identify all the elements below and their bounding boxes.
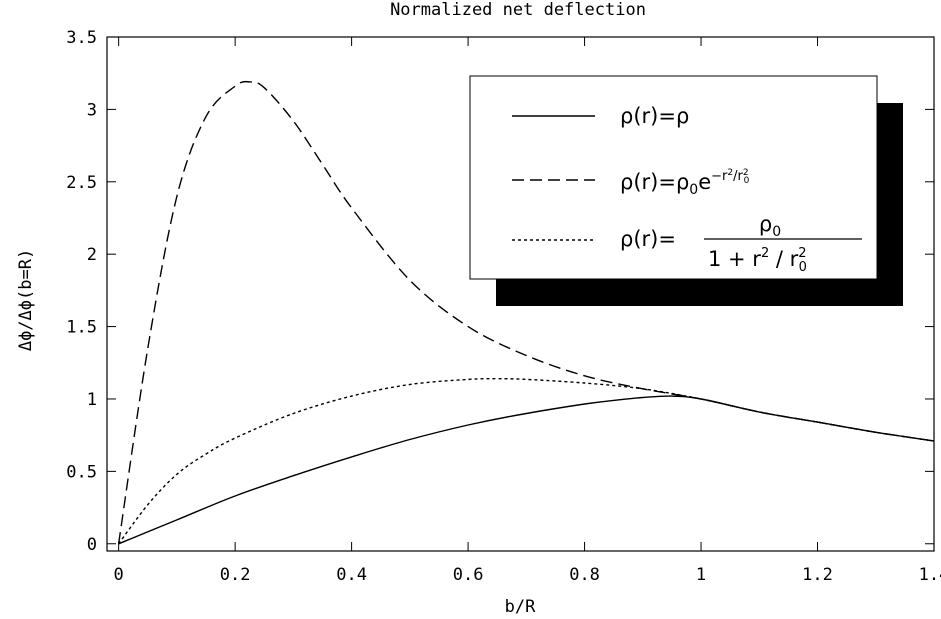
legend-label-gaussian: ρ(r)=ρ0e−r2/r2 0 — [620, 168, 750, 198]
series-line-solid — [118, 395, 935, 545]
legend-label-lorentzian-denominator: 1 + r2 / r2 0 — [708, 246, 807, 275]
x-tick-label: 1.2 — [802, 565, 833, 585]
y-tick-label: 2.5 — [66, 173, 97, 193]
legend-label-lorentzian-numerator: ρ0 — [759, 212, 781, 240]
y-tick-label: 1.5 — [66, 318, 97, 338]
x-tick-label: 1.4 — [919, 565, 941, 585]
y-tick-label: 3 — [87, 100, 97, 120]
legend-label-uniform: ρ(r)=ρ — [620, 104, 689, 128]
x-tick-label: 0.6 — [453, 565, 484, 585]
y-axis-label: Δϕ/Δϕ(b=R) — [16, 249, 36, 351]
y-tick-label: 1 — [87, 390, 97, 410]
y-tick-label: 0 — [87, 535, 97, 555]
x-tick-label: 0.8 — [569, 565, 600, 585]
x-tick-label: 0.2 — [220, 565, 251, 585]
x-tick-label: 1 — [696, 565, 706, 585]
x-axis-label: b/R — [505, 597, 536, 617]
y-tick-label: 2 — [87, 245, 97, 265]
series-lines — [117, 80, 935, 545]
y-tick-label: 0.5 — [66, 462, 97, 482]
chart-title: Normalized net deflection — [390, 0, 646, 20]
legend-label-lorentzian-lhs: ρ(r)= — [620, 227, 676, 251]
series-line-dotted — [118, 377, 935, 545]
y-tick-label: 3.5 — [66, 28, 97, 48]
x-tick-label: 0 — [114, 565, 124, 585]
legend-box — [469, 75, 878, 280]
axis-ticks: 0 0.2 0.4 0.6 0.8 1 1.2 1.4 0 0.5 1 1.5 2 2.5 3 3.5 — [66, 28, 941, 585]
plot-frame — [106, 36, 935, 552]
x-tick-label: 0.4 — [336, 565, 367, 585]
legend: ρ(r)=ρ ρ(r)=ρ0e−r2/r2 0 ρ(r)= ρ0 1 + r2 /… — [469, 75, 903, 306]
